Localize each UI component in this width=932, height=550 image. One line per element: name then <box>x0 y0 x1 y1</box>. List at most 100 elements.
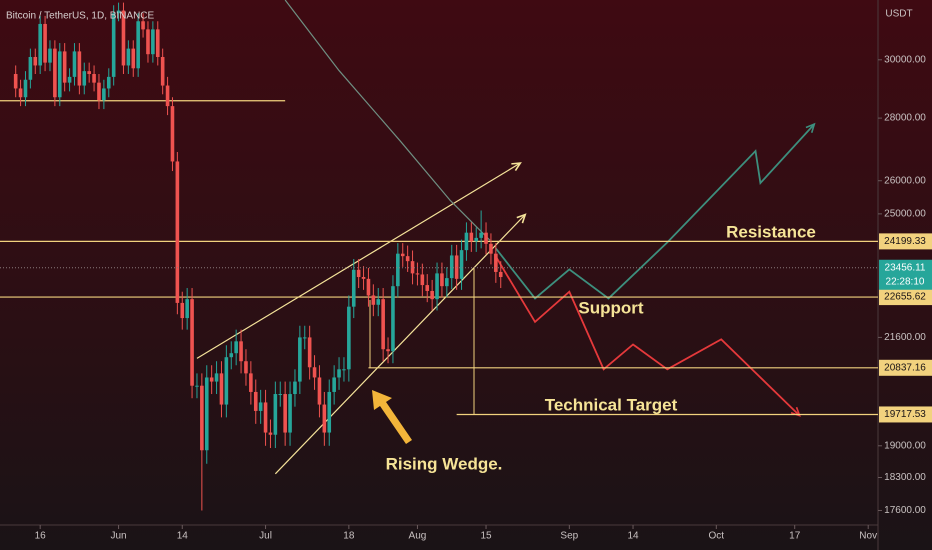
candle-body <box>361 277 366 279</box>
candle-body <box>405 256 410 262</box>
level-label: 19717.53 <box>884 409 926 420</box>
candle-body <box>263 402 268 433</box>
current-price-label: 23456.11 <box>885 262 926 273</box>
candle-body <box>116 10 121 14</box>
candle-body <box>445 278 449 287</box>
candle-body <box>288 394 292 433</box>
candle-body <box>371 295 376 305</box>
candle-body <box>97 82 101 101</box>
annotation: Rising Wedge. <box>386 454 503 473</box>
x-tick-label: Sep <box>560 531 578 542</box>
y-tick-label: 18300.00 <box>884 472 926 483</box>
x-tick-label: 18 <box>343 531 355 542</box>
candle-body <box>180 302 185 319</box>
candle-body <box>425 285 430 291</box>
candle-body <box>229 353 234 358</box>
x-tick-label: Nov <box>859 531 877 542</box>
bear-path <box>495 256 801 417</box>
candle-body <box>479 232 483 238</box>
candle-body <box>160 56 165 86</box>
candle-body <box>391 286 395 352</box>
y-tick-label: 25000.00 <box>884 209 926 220</box>
candle-body <box>92 74 96 83</box>
candle-body <box>317 377 322 405</box>
candle-body <box>351 269 356 307</box>
candle-body <box>165 85 170 107</box>
candle-body <box>43 23 47 63</box>
level-label: 24199.33 <box>884 236 926 247</box>
wedge-lower <box>274 214 526 475</box>
candle-body <box>28 56 33 80</box>
candle-body <box>175 161 180 303</box>
candle-body <box>48 48 52 63</box>
arrow <box>372 390 412 444</box>
candle-body <box>469 232 474 242</box>
arrow-head <box>516 213 527 224</box>
candle-body <box>464 232 469 251</box>
candle-body <box>283 394 287 433</box>
candle-body <box>337 369 341 378</box>
candle-body <box>435 273 439 300</box>
candle-body <box>484 232 488 244</box>
candle-body <box>53 48 57 98</box>
candle-body <box>494 253 498 272</box>
candle-body <box>190 299 194 386</box>
candle-body <box>234 341 238 354</box>
candle-body <box>77 51 82 86</box>
level-label-box <box>879 233 932 250</box>
y-tick-label: 30000.00 <box>884 54 926 65</box>
candle-body <box>312 367 317 378</box>
candle-body <box>449 255 454 279</box>
candle-body <box>332 377 336 392</box>
candle-body <box>131 48 136 69</box>
candle-body <box>111 13 116 77</box>
arrow-head <box>790 406 801 417</box>
candle-body <box>204 377 209 451</box>
candle-body <box>302 337 307 339</box>
candle-body <box>327 391 332 433</box>
plot <box>0 0 878 511</box>
level-label-box <box>879 406 932 423</box>
candle-body <box>214 373 219 382</box>
candle-body <box>342 369 346 371</box>
level-label: 22655.62 <box>884 292 926 303</box>
candle-body <box>224 357 229 405</box>
candle-body <box>278 394 283 396</box>
candle-body <box>23 79 28 98</box>
candle-body <box>38 23 42 66</box>
candle-body <box>366 278 371 296</box>
candle-body <box>146 29 150 55</box>
candle-body <box>102 88 106 101</box>
candle-body <box>298 337 302 382</box>
x-tick-label: 16 <box>35 531 47 542</box>
candle-body <box>33 56 38 66</box>
candle-body <box>170 106 175 162</box>
candle-body <box>87 71 91 75</box>
x-tick-label: 14 <box>177 531 189 542</box>
candle-body <box>209 377 214 382</box>
candle-body <box>151 29 155 55</box>
x-tick-label: Jun <box>111 531 127 542</box>
chart-title: Bitcoin / TetherUS, 1D, BINANCE <box>6 11 155 22</box>
candle-body <box>293 381 297 395</box>
candle-body <box>273 394 278 435</box>
candle-body <box>67 76 72 83</box>
candle-body <box>57 51 62 98</box>
level-label-box <box>879 359 932 376</box>
candle-body <box>381 299 385 350</box>
annotation: Technical Target <box>545 395 678 414</box>
candle-body <box>376 299 381 305</box>
x-tick-label: 15 <box>480 531 492 542</box>
candle-body <box>239 341 243 362</box>
candle-body <box>200 385 204 451</box>
candle-body <box>244 361 248 374</box>
arrow-head <box>805 122 816 134</box>
candle-body <box>195 385 199 387</box>
moving-average <box>284 0 491 241</box>
bull-path <box>495 123 815 300</box>
annotation: Resistance <box>726 222 816 241</box>
x-tick-label: Oct <box>709 531 725 542</box>
candle-body <box>268 432 273 435</box>
